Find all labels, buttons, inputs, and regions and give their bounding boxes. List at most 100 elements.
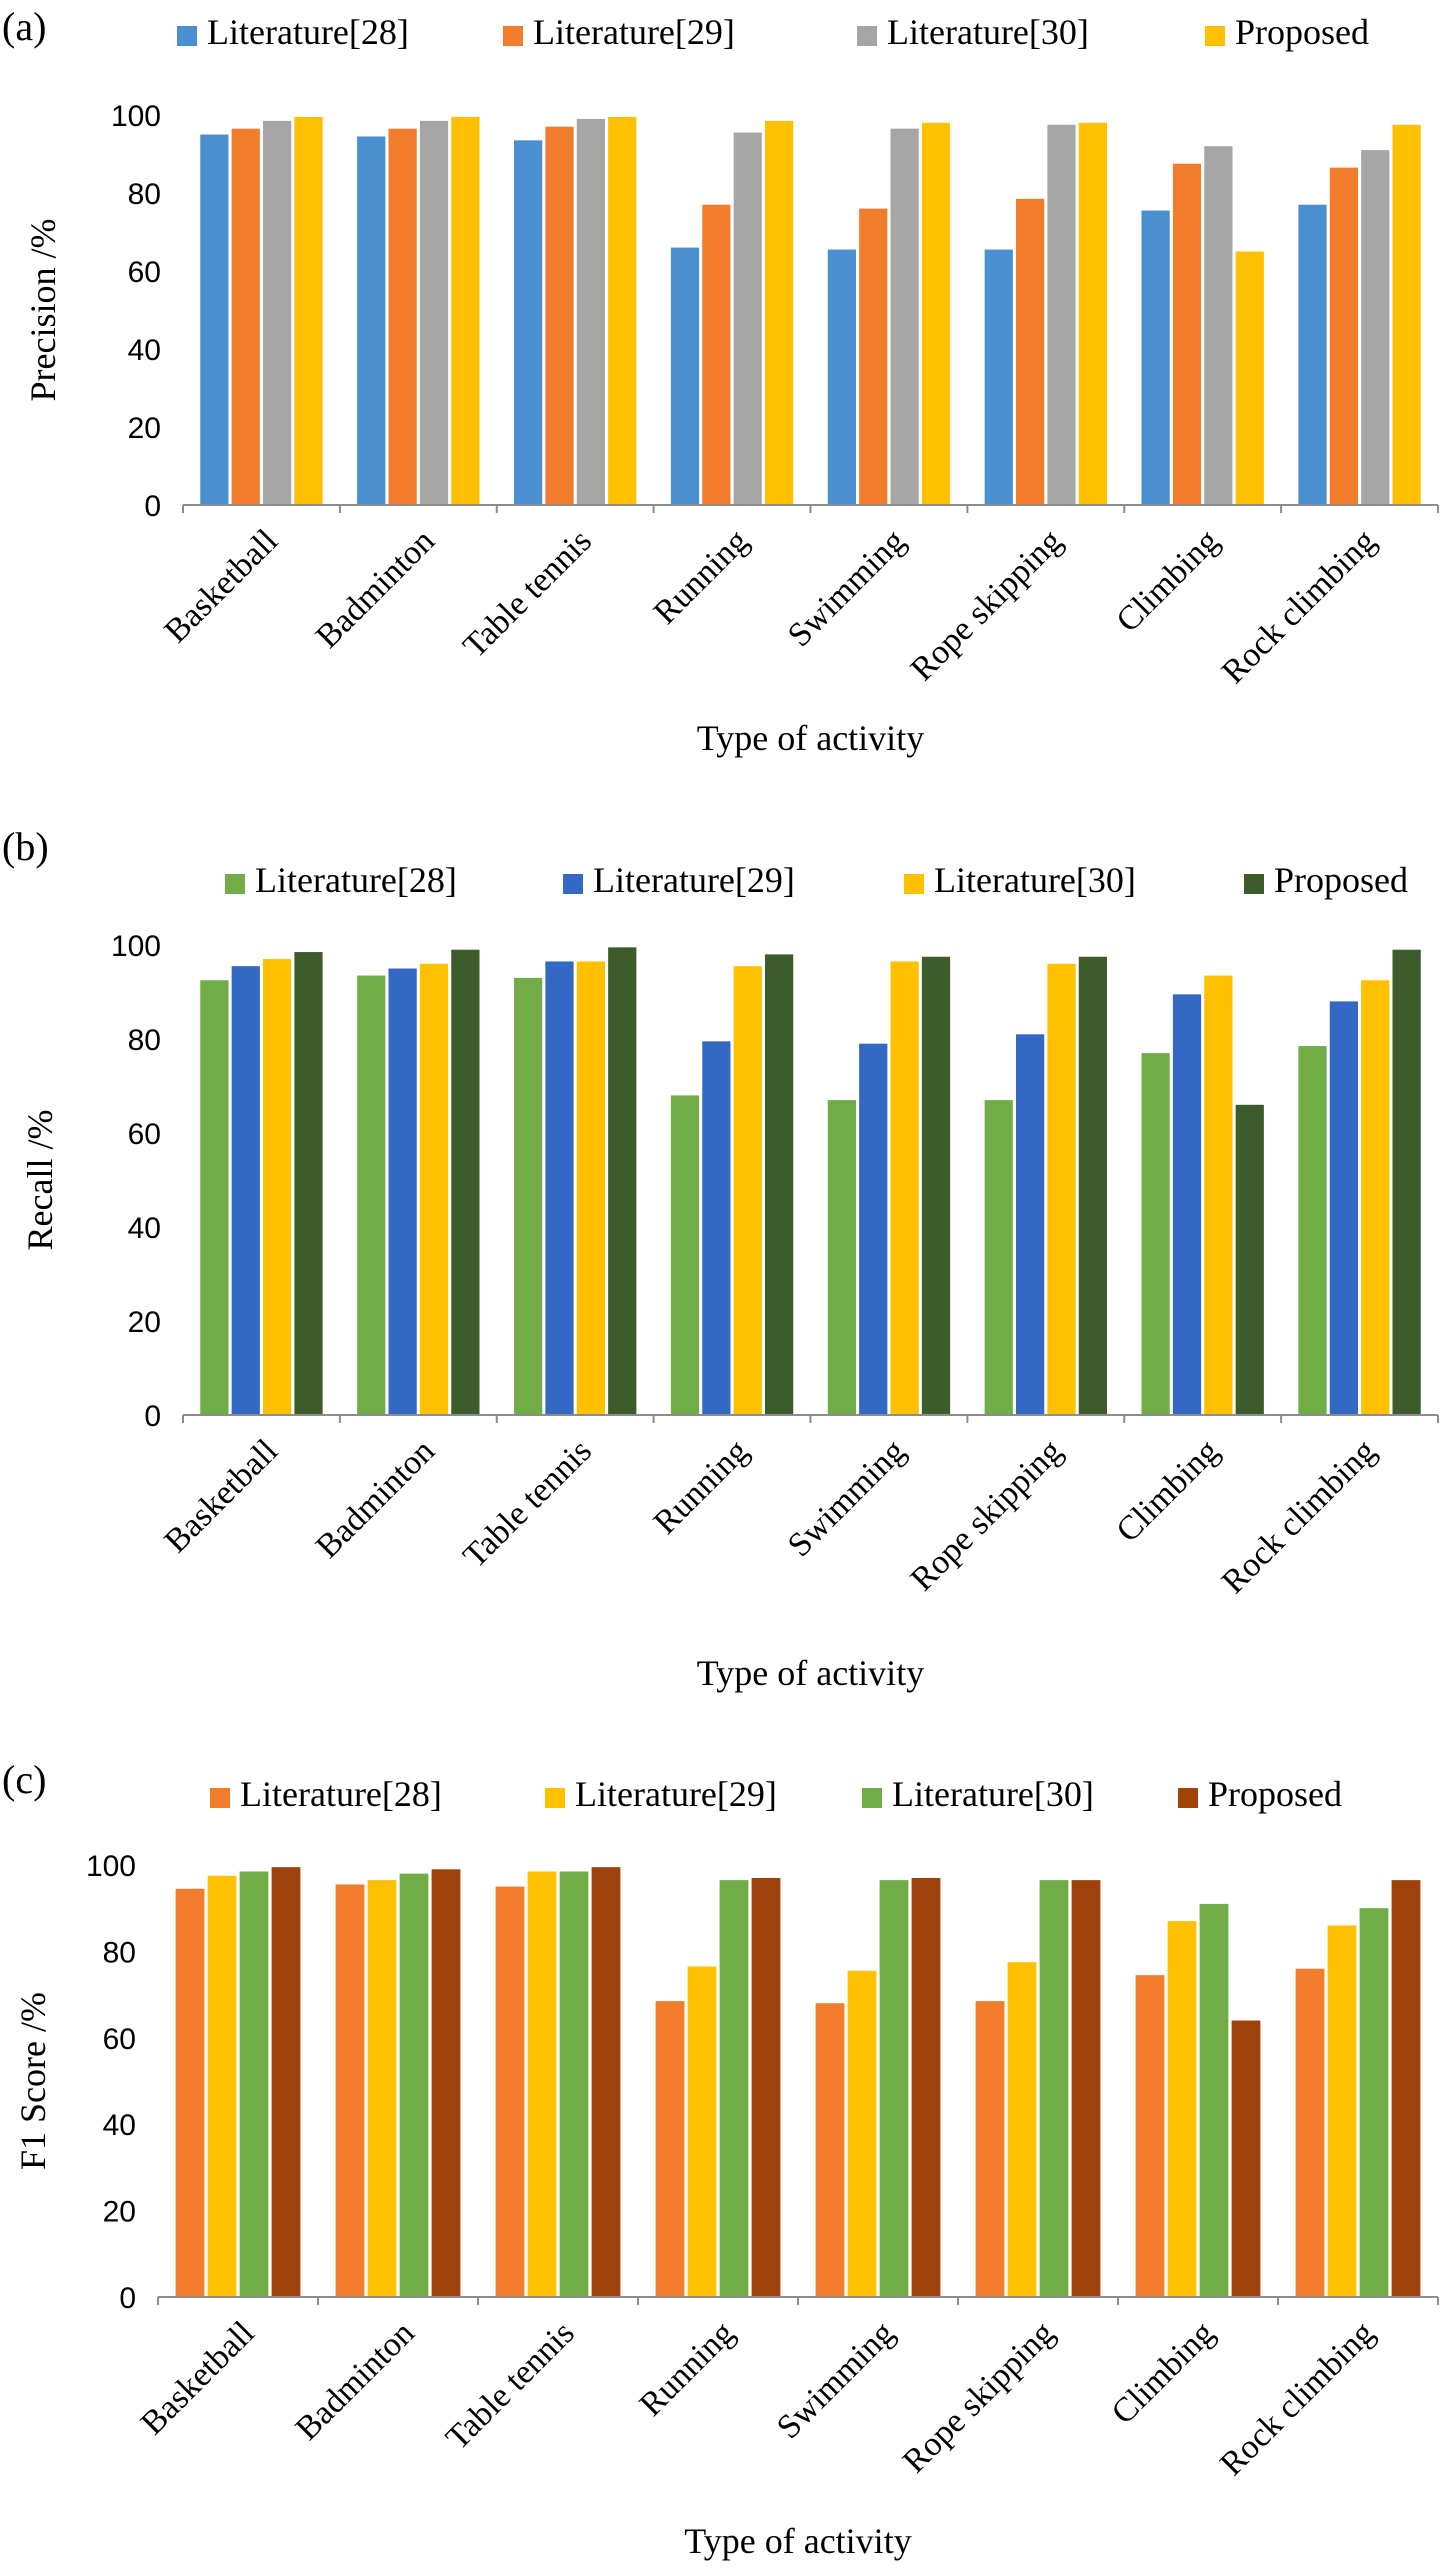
bar <box>921 956 951 1415</box>
y-tick-label: 100 <box>86 1850 136 1883</box>
bar <box>1167 1921 1197 2297</box>
bar <box>419 120 449 505</box>
bar <box>847 1970 877 2297</box>
bar <box>271 1867 301 2297</box>
bar <box>1329 1001 1358 1415</box>
bar <box>1391 1880 1421 2297</box>
x-tick-label: Running <box>633 2314 742 2423</box>
bar <box>200 980 229 1415</box>
bar <box>357 136 386 505</box>
legend-label: Proposed <box>1235 12 1369 52</box>
legend-swatch <box>503 26 523 46</box>
y-tick-label: 40 <box>128 334 161 367</box>
bar <box>294 952 323 1415</box>
bar <box>687 1966 717 2297</box>
y-tick-label: 20 <box>128 1306 161 1339</box>
bar <box>608 116 637 505</box>
bar <box>559 1871 589 2297</box>
panel-label: (b) <box>2 824 49 869</box>
bar <box>1078 956 1107 1415</box>
y-tick-label: 100 <box>111 100 161 133</box>
y-tick-label: 100 <box>111 930 161 963</box>
y-tick-label: 40 <box>103 2109 136 2142</box>
bar <box>608 947 637 1415</box>
bar <box>576 118 605 506</box>
bar <box>1392 124 1421 505</box>
bar <box>576 961 605 1415</box>
bar <box>451 116 480 505</box>
bar <box>702 204 731 505</box>
y-tick-label: 0 <box>144 490 161 523</box>
bar <box>367 1880 397 2297</box>
bar <box>1295 1968 1325 2297</box>
x-tick-label: Running <box>647 522 756 631</box>
x-tick-label: Climbing <box>1105 2314 1222 2431</box>
legend-label: Literature[28] <box>207 12 409 52</box>
y-tick-label: 20 <box>128 412 161 445</box>
legend-swatch <box>1205 26 1225 46</box>
bar <box>263 120 292 505</box>
legend-swatch <box>1178 1788 1198 1808</box>
panel-precision: (a) Literature[28] Literature[29] Literatur… <box>0 0 1456 770</box>
bar <box>527 1871 557 2297</box>
x-tick-label: Climbing <box>1109 522 1226 639</box>
bar <box>1071 1880 1101 2297</box>
bar <box>388 128 417 505</box>
bar <box>399 1873 429 2297</box>
bar <box>1298 204 1327 505</box>
bar <box>1199 1903 1229 2297</box>
bar <box>200 134 229 505</box>
recall-chart: (b) Literature[28] Literature[29] Literatur… <box>2 824 1439 1693</box>
bar <box>719 1880 749 2297</box>
x-tick-label: Basketball <box>134 2314 262 2442</box>
legend-label: Literature[28] <box>240 1774 442 1814</box>
bar <box>1047 124 1076 505</box>
bar <box>890 128 919 505</box>
y-tick-label: 60 <box>128 1118 161 1151</box>
legend-swatch <box>862 1788 882 1808</box>
x-tick-label: Table tennis <box>456 522 599 665</box>
x-tick-label: Basketball <box>157 522 285 650</box>
bar <box>670 247 700 505</box>
y-tick-label: 0 <box>144 1400 161 1433</box>
y-tick-label: 80 <box>128 1024 161 1057</box>
legend-swatch <box>1244 874 1264 894</box>
bar <box>1016 1034 1045 1415</box>
y-axis-title: Precision /% <box>23 219 63 402</box>
bar <box>1235 251 1264 505</box>
y-tick-label: 20 <box>103 2196 136 2229</box>
panel-label: (c) <box>2 1757 46 1802</box>
legend-label: Proposed <box>1274 860 1408 900</box>
bar <box>514 140 543 505</box>
precision-chart: (a) Literature[28] Literature[29] Literatur… <box>2 4 1439 758</box>
legend-swatch <box>177 26 197 46</box>
bar <box>1235 1104 1264 1415</box>
y-tick-label: 60 <box>103 2023 136 2056</box>
bar <box>827 249 856 505</box>
bar <box>419 963 449 1415</box>
legend-swatch <box>904 874 924 894</box>
legend-swatch <box>563 874 583 894</box>
legend-swatch <box>545 1788 565 1808</box>
x-tick-label: Rock climbing <box>1215 1432 1383 1600</box>
panel-f1-score: (c) Literature[28] Literature[29] Literatur… <box>0 1745 1456 2573</box>
bar <box>975 2001 1005 2297</box>
x-tick-label: Rope skipping <box>904 522 1070 688</box>
bar <box>859 208 888 505</box>
bar <box>431 1869 461 2297</box>
bar <box>1329 167 1358 505</box>
bar <box>984 249 1013 505</box>
bar <box>702 1041 731 1415</box>
x-tick-label: Running <box>647 1432 756 1541</box>
y-tick-label: 40 <box>128 1212 161 1245</box>
y-tick-label: 80 <box>128 178 161 211</box>
x-tick-label: Swimming <box>781 522 913 654</box>
bar <box>911 1877 941 2297</box>
bar <box>1078 122 1107 506</box>
legend-swatch <box>857 26 877 46</box>
bar <box>388 968 417 1415</box>
y-axis-title: Recall /% <box>20 1110 60 1251</box>
bar <box>357 975 386 1415</box>
bar <box>1047 963 1076 1415</box>
bar <box>1039 1880 1069 2297</box>
